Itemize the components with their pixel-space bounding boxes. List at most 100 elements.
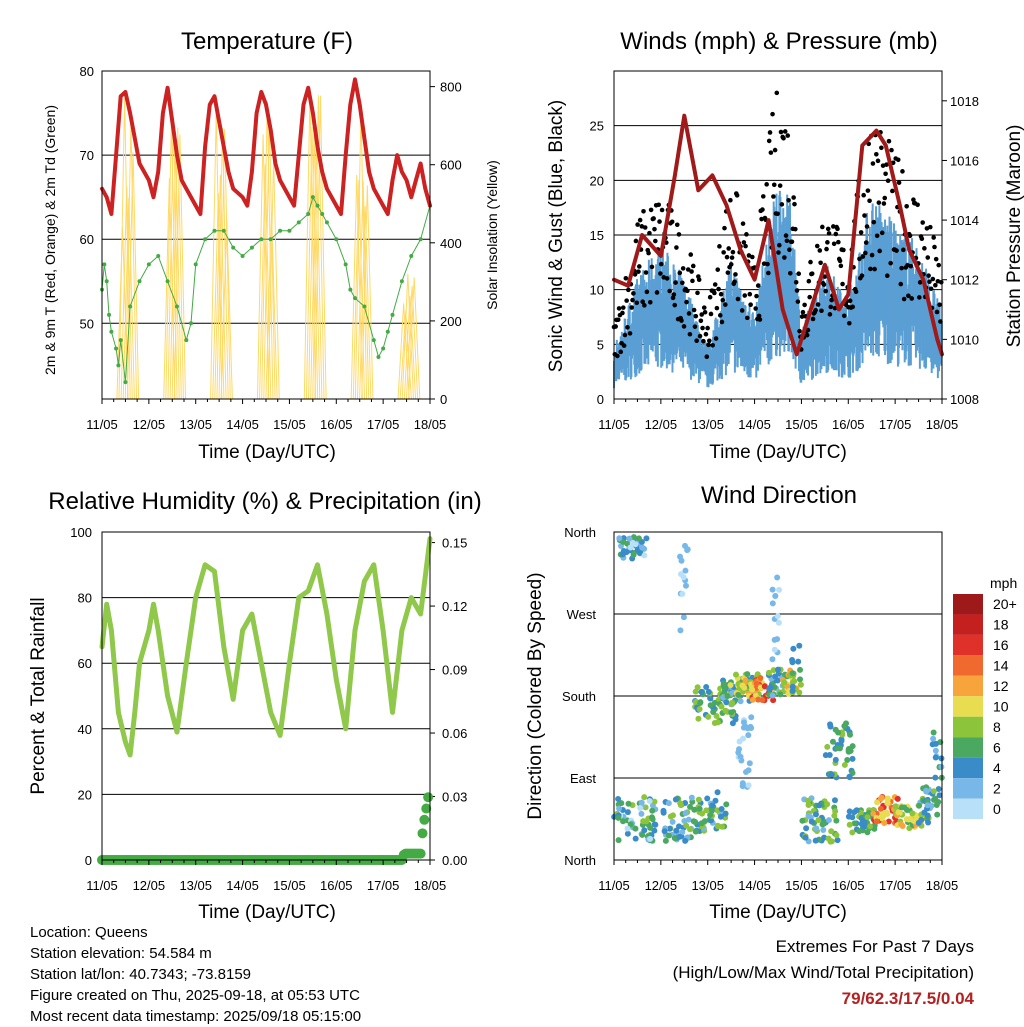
wind-direction-point xyxy=(636,549,643,556)
wind-direction-point xyxy=(845,748,852,755)
wind-gust-point xyxy=(868,266,873,272)
wind-gust-point xyxy=(615,353,620,359)
wind-direction-point xyxy=(802,834,809,841)
wind-direction-point xyxy=(744,671,751,678)
winds-y-tick-label: 5 xyxy=(597,337,604,352)
wind-direction-point xyxy=(851,820,858,827)
wind-direction-point xyxy=(903,807,910,814)
wind-gust-point xyxy=(680,280,685,286)
wind-direction-point xyxy=(651,821,658,828)
colorbar-label: 4 xyxy=(993,760,1001,776)
winds-y-tick-label: 25 xyxy=(590,119,604,134)
wind-gust-point xyxy=(743,243,748,249)
wind-direction-point xyxy=(625,800,632,807)
wind-gust-point xyxy=(792,201,797,207)
dewpoint-line xyxy=(101,196,431,383)
wind-direction-point xyxy=(849,814,856,821)
wind-gust-point xyxy=(618,349,624,355)
wind-gust-point xyxy=(829,297,834,303)
wind-gust-point xyxy=(779,202,785,207)
colorbar-label: 8 xyxy=(993,719,1001,735)
dewpoint-point xyxy=(259,237,264,242)
wind-gust-point xyxy=(771,194,776,199)
wind-gust-point xyxy=(701,338,706,344)
rh-ylabel-left: Percent & Total Rainfall xyxy=(28,597,49,794)
wind-direction-point xyxy=(932,754,939,761)
wind-gust-point xyxy=(799,314,805,319)
wind-direction-point xyxy=(924,812,931,819)
wind-direction-point xyxy=(892,803,899,810)
wind-gust-point xyxy=(671,292,677,297)
wind-gust-point xyxy=(927,279,932,285)
x-tick-label-direction: 11/05 xyxy=(598,878,630,893)
wind-gust-point xyxy=(894,248,899,253)
wind-gust-point xyxy=(931,235,936,240)
wind-direction-point xyxy=(930,729,937,736)
wind-direction-point xyxy=(844,756,851,763)
wind-direction-point xyxy=(776,586,783,593)
wind-direction-point xyxy=(685,816,692,823)
dewpoint-point xyxy=(116,363,121,368)
rh-right-tick-label: 0.06 xyxy=(442,726,467,741)
x-tick-label-rh: 14/05 xyxy=(226,878,259,893)
wind-direction-point xyxy=(692,818,699,825)
wind-direction-point xyxy=(615,814,622,821)
temp-right-tick-label: 200 xyxy=(440,314,462,329)
dewpoint-point xyxy=(203,237,208,242)
wind-direction-point xyxy=(647,835,654,842)
wind-gust-point xyxy=(656,202,662,208)
winds-y-tick-label: 15 xyxy=(590,228,604,243)
dewpoint-point xyxy=(184,338,189,343)
wind-gust-point xyxy=(680,266,686,271)
wind-gust-point xyxy=(750,254,755,260)
colorbar-label: 20+ xyxy=(993,596,1017,612)
wind-direction-point xyxy=(797,681,804,688)
wind-direction-point xyxy=(696,706,703,713)
dewpoint-point xyxy=(107,312,112,317)
wind-direction-point xyxy=(696,805,703,812)
wind-gust-point xyxy=(896,180,902,185)
wind-direction-point xyxy=(847,731,854,738)
colorbar-swatch xyxy=(953,696,983,717)
wind-gust-point xyxy=(761,261,767,266)
wind-direction-point xyxy=(629,540,636,547)
wind-direction-point xyxy=(932,740,939,747)
direction-y-tick-label: North xyxy=(564,525,596,540)
wind-direction-point xyxy=(923,787,930,794)
wind-direction-point xyxy=(682,810,689,817)
wind-direction-point xyxy=(665,832,672,839)
wind-direction-point xyxy=(753,680,760,687)
temperature-xlabel: Time (Day/UTC) xyxy=(198,442,336,463)
winds-y-tick-label: 0 xyxy=(597,392,604,407)
x-tick-label-rh: 11/05 xyxy=(86,878,118,893)
wind-direction-point xyxy=(714,789,721,796)
direction-y-tick-label: South xyxy=(562,689,596,704)
wind-gust-point xyxy=(863,240,869,245)
station-info: Location: Queens Station elevation: 54.5… xyxy=(30,922,361,1027)
dewpoint-point xyxy=(390,312,395,317)
colorbar-swatch xyxy=(953,675,983,697)
wind-direction-point xyxy=(718,806,725,813)
wind-gust-point xyxy=(900,247,906,253)
wind-direction-point xyxy=(831,797,838,804)
extremes-values: 79/62.3/17.5/0.04 xyxy=(841,989,974,1008)
wind-gust-point xyxy=(637,264,642,269)
wind-gust-point xyxy=(934,309,940,315)
wind-direction-point xyxy=(639,831,646,838)
winds-title: Winds (mph) & Pressure (mb) xyxy=(620,28,938,55)
wind-direction-point xyxy=(769,656,776,663)
wind-gust-point xyxy=(739,308,745,313)
wind-direction-point xyxy=(630,551,637,558)
wind-gust-point xyxy=(810,316,816,322)
wind-direction-point xyxy=(722,810,729,817)
wind-gust-point xyxy=(936,262,942,268)
wind-gust-point xyxy=(722,225,727,231)
wind-gust-point xyxy=(898,281,904,287)
wind-direction-point xyxy=(722,707,729,714)
wind-gust-point xyxy=(879,230,885,236)
wind-gust-point xyxy=(933,282,938,288)
x-tick-label-direction: 12/05 xyxy=(645,878,678,893)
dewpoint-point xyxy=(137,279,142,284)
wind-direction-point xyxy=(932,747,939,754)
rh-right-tick-label: 0.09 xyxy=(442,663,467,678)
